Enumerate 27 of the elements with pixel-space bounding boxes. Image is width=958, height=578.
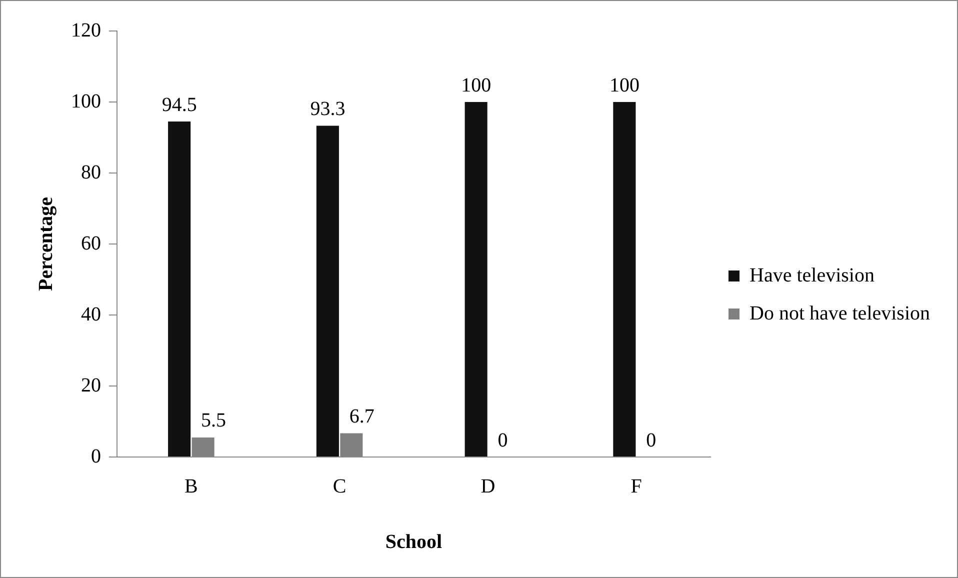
data-label: 94.5 <box>162 94 197 116</box>
data-label: 100 <box>461 74 492 96</box>
bar <box>316 126 339 456</box>
y-tick-label: 40 <box>81 303 101 326</box>
x-tick-label: F <box>630 475 642 498</box>
y-tick-label: 60 <box>81 232 101 254</box>
legend-label: Do not have television <box>750 302 930 324</box>
y-tick-label: 80 <box>81 161 101 184</box>
x-tick-label: B <box>184 475 198 498</box>
y-tick-label: 0 <box>91 445 101 468</box>
x-axis-title: School <box>385 531 443 554</box>
x-tick-label: D <box>480 475 496 498</box>
y-tick-label: 20 <box>81 374 101 396</box>
y-tick-label: 120 <box>71 19 101 42</box>
legend-label: Have television <box>750 264 874 286</box>
data-label: 100 <box>609 74 640 96</box>
data-label: 93.3 <box>310 98 346 120</box>
data-label: 5.5 <box>201 410 226 432</box>
data-label: 0 <box>498 429 508 452</box>
bar <box>168 122 191 456</box>
y-axis-title: Percentage <box>35 196 58 292</box>
x-tick-label: C <box>332 475 346 498</box>
bar <box>464 102 488 456</box>
bar <box>613 102 636 456</box>
data-label: 0 <box>646 429 656 452</box>
data-label: 6.7 <box>349 405 374 428</box>
y-tick-label: 100 <box>71 90 101 112</box>
